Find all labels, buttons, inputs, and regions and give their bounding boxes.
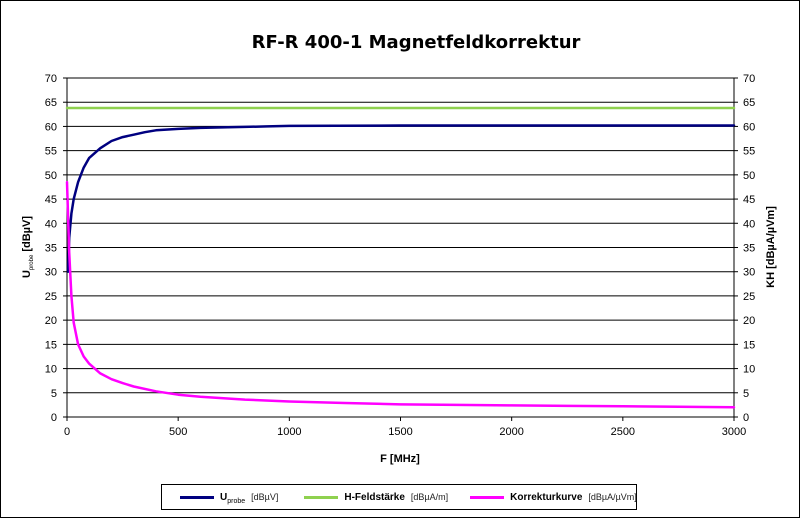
y-tick-label-left: 65 [45,97,57,109]
legend-unit-h-feldstaerke: [dBµA/m] [410,492,449,502]
y-tick-label-right: 70 [743,73,755,85]
y-tick-label-left: 35 [45,243,57,255]
y-tick-label-left: 0 [51,412,57,424]
gridlines [67,101,734,394]
x-tick-label: 0 [64,426,70,438]
y-label-main: U [21,270,33,278]
legend-swatch-korrekturkurve [470,495,505,499]
x-tick-label: 2500 [611,426,635,438]
y-axis-label-right: KH [dBµA/µVm] [765,206,777,288]
y-tick-label-right: 20 [743,315,755,327]
legend-unit-uprobe: [dBµV] [251,492,279,502]
y-label-sub: probe [29,254,35,270]
y-tick-label-left: 25 [45,291,57,303]
y-tick-label-right: 40 [743,218,755,230]
x-tick-label: 2000 [499,426,523,438]
y-tick-label-right: 0 [743,412,749,424]
y-tick-label-left: 5 [51,388,57,400]
legend-unit-korrekturkurve: [dBµA/µVm] [588,492,637,502]
y-tick-label-right: 15 [743,339,755,351]
series-layer [65,106,736,409]
legend-label-h-feldstaerke: H-Feldstärke [344,491,405,503]
y-tick-label-right: 5 [743,388,749,400]
x-tick-label: 1000 [277,426,301,438]
y-tick-label-left: 30 [45,267,57,279]
y-tick-label-right: 10 [743,364,755,376]
y-tick-label-left: 45 [45,194,57,206]
x-tick-label: 500 [169,426,187,438]
legend-label-uprobe: Uprobe [220,491,246,505]
y-tick-label-right: 55 [743,146,755,158]
series-line-korrekturkurve [65,180,736,409]
x-tick-label: 3000 [722,426,746,438]
line-chart: RF-R 400-1 Magnetfeldkorrektur 0 05 510 101… [21,32,777,465]
y-tick-label-right: 50 [743,170,755,182]
y-tick-label-right: 60 [743,121,755,133]
legend: Uprobe [dBµV] H-Feldstärke [dBµA/m] Korr… [161,484,637,510]
legend-swatch-uprobe [180,495,214,499]
y-tick-label-left: 20 [45,315,57,327]
legend-item-uprobe: Uprobe [dBµV] [180,491,279,505]
y-tick-label-left: 55 [45,146,57,158]
series-line-uprobe [66,124,736,273]
x-axis-label: F [MHz] [380,453,420,465]
y-tick-label-left: 60 [45,121,57,133]
y-tick-label-right: 45 [743,194,755,206]
y-axis-label-left: Uprobe [dBµV] [21,216,35,278]
legend-swatch-h-feldstaerke [304,495,339,499]
y-tick-label-right: 25 [743,291,755,303]
legend-label-korrekturkurve: Korrekturkurve [510,491,583,503]
y-tick-label-right: 65 [743,97,755,109]
y-label-unit: [dBµV] [21,216,33,255]
x-tick-label: 1500 [388,426,412,438]
y-tick-label-left: 10 [45,364,57,376]
chart-title: RF-R 400-1 Magnetfeldkorrektur [252,32,581,53]
y-tick-label-left: 15 [45,339,57,351]
y-tick-label-left: 50 [45,170,57,182]
y-tick-label-right: 35 [743,243,755,255]
y-tick-label-left: 70 [45,73,57,85]
y-tick-label-left: 40 [45,218,57,230]
legend-item-korrekturkurve: Korrekturkurve [dBµA/µVm] [470,492,637,503]
y-tick-label-right: 30 [743,267,755,279]
legend-item-h-feldstaerke: H-Feldstärke [dBµA/m] [304,492,448,503]
